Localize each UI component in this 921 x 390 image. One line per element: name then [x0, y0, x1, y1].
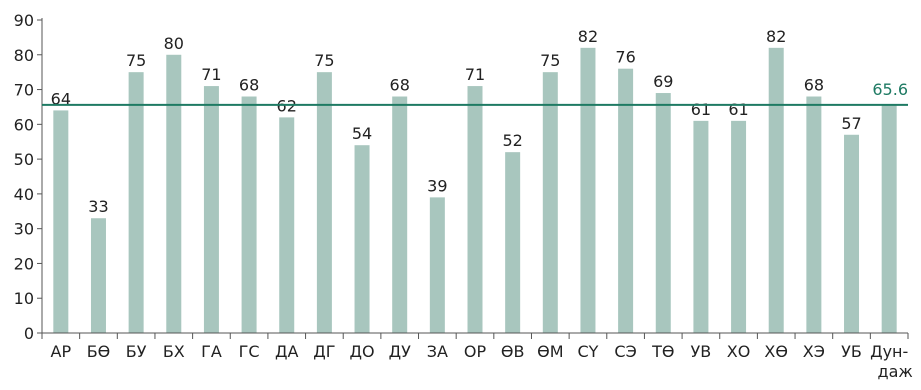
data-label: 68: [390, 76, 410, 95]
bar: [542, 72, 558, 334]
bar: [881, 104, 897, 333]
x-tick-label: ТӨ: [651, 342, 674, 361]
x-tick-label: СЭ: [614, 342, 636, 361]
x-tick-label: БУ: [126, 342, 147, 361]
x-tick-label: ӨВ: [501, 342, 525, 361]
data-label: 33: [88, 197, 108, 216]
data-label: 52: [502, 131, 522, 150]
x-tick-label: ГА: [201, 342, 222, 361]
bar: [618, 68, 634, 333]
x-tick-label: ДГ: [313, 342, 335, 361]
x-tick-label: БӨ: [87, 342, 111, 361]
bar: [166, 54, 182, 334]
data-label: 71: [465, 65, 485, 84]
bar: [806, 96, 822, 333]
bar: [505, 152, 521, 333]
data-label: 71: [201, 65, 221, 84]
x-tick-label: СҮ: [577, 342, 598, 361]
x-tick-label: ДО: [349, 342, 374, 361]
bar: [467, 86, 483, 333]
average-label: 65.6: [872, 80, 908, 99]
data-label: 75: [126, 51, 146, 70]
data-label: 39: [427, 176, 447, 195]
data-label: 68: [239, 76, 259, 95]
data-label: 61: [728, 100, 748, 119]
bar: [429, 197, 445, 333]
y-tick-label: 0: [24, 324, 34, 343]
bar: [580, 47, 596, 333]
x-tick-label: ХЭ: [803, 342, 825, 361]
bars: [53, 47, 897, 334]
y-tick-label: 20: [14, 254, 34, 273]
data-label: 69: [653, 72, 673, 91]
bar: [354, 145, 370, 333]
x-tick-label: ГС: [239, 342, 260, 361]
bar: [316, 72, 332, 334]
x-tick-label: УВ: [691, 342, 712, 361]
bar: [392, 96, 408, 333]
x-tick-label: УБ: [841, 342, 862, 361]
bar: [90, 218, 106, 333]
x-tick-label: ДУ: [389, 342, 412, 361]
bar: [655, 93, 671, 334]
x-tick-label: АР: [51, 342, 72, 361]
average-line-group: 65.6: [42, 80, 908, 106]
data-label: 75: [540, 51, 560, 70]
data-label: 68: [804, 76, 824, 95]
x-tick-label: ХО: [727, 342, 751, 361]
y-tick-label: 50: [14, 150, 34, 169]
data-label: 54: [352, 124, 372, 143]
bar: [279, 117, 295, 333]
x-tick-label: Дун-даж: [870, 342, 913, 381]
bar: [693, 120, 709, 333]
data-label: 57: [841, 114, 861, 133]
x-tick-label: БХ: [163, 342, 185, 361]
data-label: 80: [164, 34, 184, 53]
y-tick-label: 40: [14, 185, 34, 204]
bar: [844, 134, 860, 333]
y-tick-label: 90: [14, 11, 34, 30]
x-tick-label: ХӨ: [764, 342, 788, 361]
data-label: 62: [277, 96, 297, 115]
data-label: 75: [314, 51, 334, 70]
bar: [53, 110, 69, 333]
bar: [768, 47, 784, 333]
x-axis: АР БӨ БУ БХ ГА ГС ДА ДГ ДО ДУ ЗА ОР ӨВ ӨМ СҮ СЭ ТӨ УВ ХО ХӨ…: [41, 332, 913, 381]
data-label: 82: [766, 27, 786, 46]
data-label: 82: [578, 27, 598, 46]
data-label: 64: [51, 89, 71, 108]
y-tick-label: 70: [14, 81, 34, 100]
bar: [731, 120, 747, 333]
x-tick-label: ӨМ: [537, 342, 563, 361]
bar: [241, 96, 257, 333]
bar: [128, 72, 144, 334]
data-labels: 64 33 75 80 71 68 62 75 54 68 39 71 52 75 82 76 69 61 61 82…: [51, 27, 862, 216]
y-tick-label: 30: [14, 220, 34, 239]
x-tick-label: ДА: [275, 342, 299, 361]
bar: [203, 86, 219, 333]
x-tick-label: ОР: [464, 342, 487, 361]
data-label: 76: [615, 48, 635, 67]
data-label: 61: [691, 100, 711, 119]
y-tick-label: 10: [14, 289, 34, 308]
y-tick-label: 60: [14, 115, 34, 134]
y-tick-label: 80: [14, 46, 34, 65]
x-tick-label: ЗА: [427, 342, 448, 361]
y-axis: 0 10 20 30 40 50 60 70 80 90: [14, 11, 43, 343]
